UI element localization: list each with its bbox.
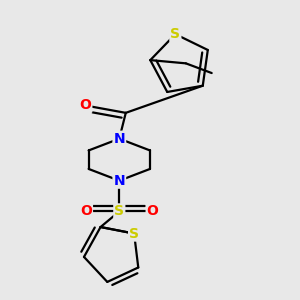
- Text: S: S: [114, 204, 124, 218]
- Text: S: S: [170, 27, 180, 41]
- Text: O: O: [80, 98, 91, 112]
- Text: O: O: [80, 204, 92, 218]
- Text: N: N: [113, 132, 125, 146]
- Text: N: N: [113, 174, 125, 188]
- Text: O: O: [147, 204, 158, 218]
- Text: S: S: [129, 226, 139, 241]
